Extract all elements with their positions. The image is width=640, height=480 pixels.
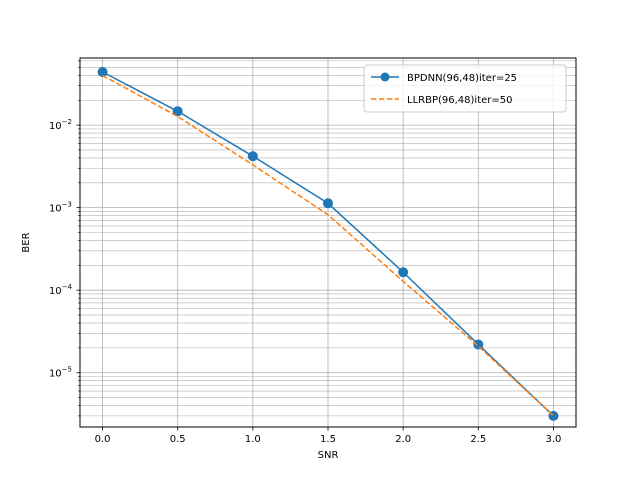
series (97, 66, 559, 421)
x-tick-label: 1.5 (320, 434, 336, 445)
x-axis-label: SNR (318, 450, 339, 461)
ticks: 0.0 0.5 1.0 1.5 2.0 2.5 3.0 10−5 10−4 10−3 10−2 (49, 60, 562, 445)
y-tick-label: 10−5 (49, 366, 72, 380)
x-tick-label: 1.0 (245, 434, 261, 445)
x-tick-label: 0.0 (95, 434, 111, 445)
y-tick-label: 10−2 (49, 118, 72, 132)
x-tick-label: 2.0 (395, 434, 411, 445)
y-tick-label: 10−4 (49, 283, 73, 297)
legend-box (363, 64, 567, 113)
series-1-point (247, 151, 258, 162)
series-1-point (97, 66, 108, 77)
legend: BPDNN(96,48)iter=25 LLRBP(96,48)iter=50 (363, 64, 567, 113)
series-line-2 (102, 74, 554, 417)
y-axis-label: BER (21, 232, 32, 252)
series-1-point (323, 198, 333, 209)
legend-label-2: LLRBP(96,48)iter=50 (407, 95, 512, 106)
x-tick-label: 0.5 (170, 434, 186, 445)
series-1-point (398, 267, 409, 278)
legend-marker-1 (380, 72, 390, 82)
x-tick-label: 3.0 (546, 434, 562, 445)
series-1-point (473, 339, 484, 350)
series-1-point (172, 106, 183, 117)
y-tick-label: 10−3 (49, 201, 72, 215)
x-tick-label: 2.5 (470, 434, 486, 445)
legend-label-1: BPDNN(96,48)iter=25 (407, 73, 517, 84)
